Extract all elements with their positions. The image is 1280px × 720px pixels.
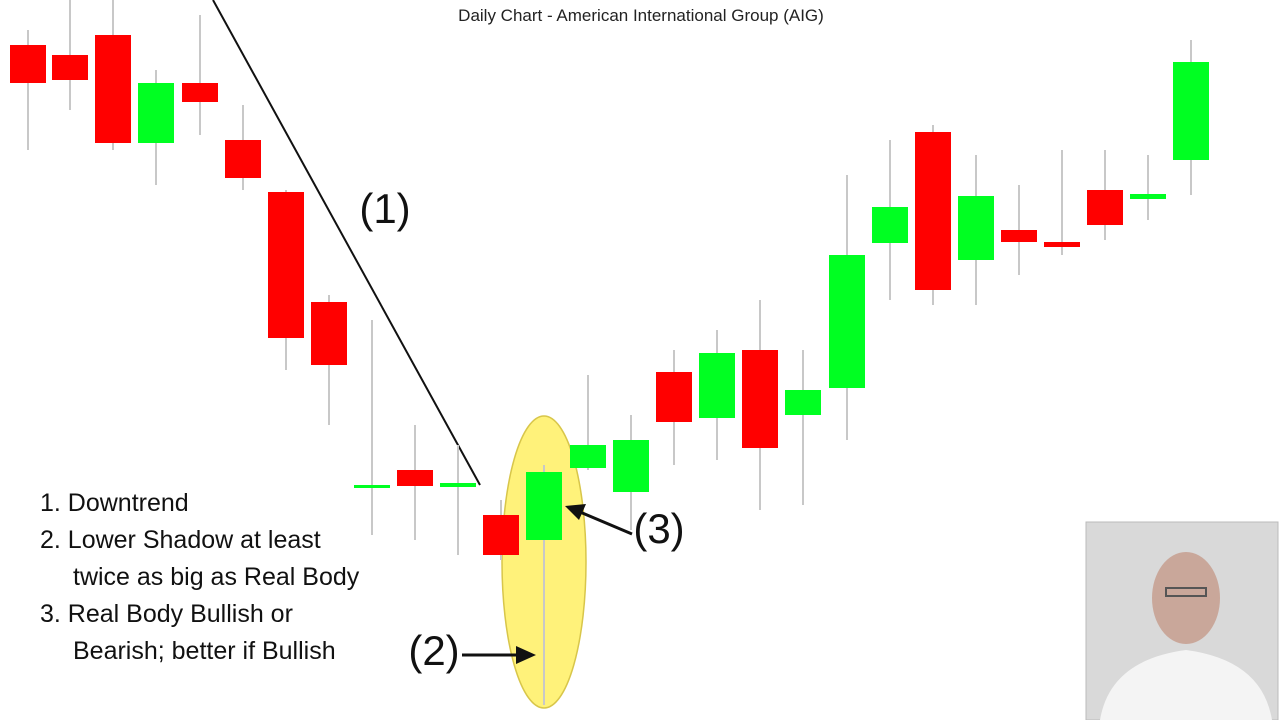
webcam-inset (1085, 521, 1279, 720)
note-item: 1. Downtrend (40, 489, 189, 517)
candles (10, 0, 1209, 705)
notes-list: 1. Downtrend 2. Lower Shadow at least tw… (40, 485, 360, 670)
chart-title: Daily Chart - American International Gro… (458, 6, 824, 25)
note-item: 3. Real Body Bullish or Bearish; better … (40, 600, 336, 665)
annotation-2: (2) (408, 627, 459, 674)
note-item: 2. Lower Shadow at least twice as big as… (40, 526, 360, 591)
annotation-1: (1) (359, 185, 410, 232)
arrows (462, 504, 633, 664)
annotation-3: (3) (633, 505, 684, 552)
trend-line (212, 0, 481, 486)
